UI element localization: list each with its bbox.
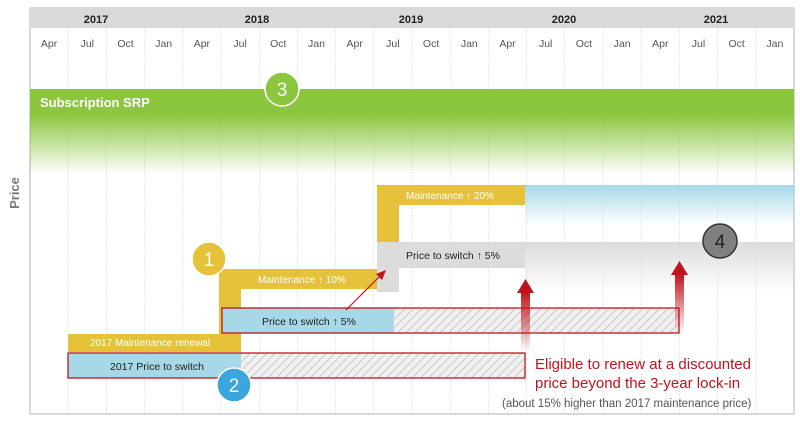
y-axis-label: Price [7,177,22,209]
month-label: Jul [692,38,705,50]
maintenance-20-label: Maintenance ↑ 20% [406,191,494,202]
month-label: Jan [155,38,172,50]
price-to-switch-2019-label: Price to switch ↑ 5% [406,250,500,262]
month-label: Jul [81,38,94,50]
month-label: Jan [614,38,631,50]
year-label: 2021 [704,14,728,26]
month-label: Apr [194,38,211,50]
renew-arrow-2-shaft [675,274,684,334]
year-label: 2020 [552,14,576,26]
subscription-srp-band [30,89,794,174]
year-label: 2019 [399,14,423,26]
marker-4-label: 4 [715,232,726,253]
maintenance-20-continuation [525,185,794,225]
diagonal-arrow-head [376,270,386,280]
callout-line-1: Eligible to renew at a discounted [535,356,751,373]
price-to-switch-2018-fill [222,308,394,333]
marker-2-label: 2 [229,376,240,397]
month-label: Apr [499,38,516,50]
marker-1-label: 1 [204,250,215,271]
month-label: Oct [729,38,745,50]
callout-note: (about 15% higher than 2017 maintenance … [502,398,752,410]
price-to-switch-2018-label: Price to switch ↑ 5% [262,316,356,328]
renew-arrow-2-head [671,261,688,275]
maintenance-10-bar [219,269,377,289]
month-label: Oct [423,38,439,50]
marker-2-circle [216,367,252,403]
month-label: Jul [539,38,552,50]
price-to-switch-continuation [525,242,794,292]
month-label: Jul [386,38,399,50]
year-label: 2017 [84,14,108,26]
marker-4-circle [702,223,738,259]
diagonal-arrow-line [345,272,384,311]
month-label: Oct [117,38,133,50]
month-labels: Apr Jul Oct Jan Apr Jul Oct Jan Apr Jul Oct Jan Apr J… [41,38,784,50]
renew-arrow-1-shaft [521,292,530,352]
marker-3-circle [264,71,300,107]
year-labels: 2017 2018 2019 2020 2021 [84,14,728,26]
year-header-bar [30,8,794,28]
marker-3-label: 3 [277,80,288,101]
marker-1-circle [191,241,227,277]
month-label: Jan [308,38,325,50]
maintenance-2017-label: 2017 Maintenance renewal [90,338,210,349]
price-to-switch-2017-fill [68,353,241,378]
maintenance-10-label: Maintenance ↑ 10% [258,275,346,286]
month-label: Apr [652,38,669,50]
subscription-srp-label: Subscription SRP [40,95,150,110]
year-label: 2018 [245,14,269,26]
month-label: Oct [576,38,592,50]
renew-arrow-1-head [517,279,534,293]
maintenance-20-bar [377,185,525,205]
price-to-switch-2019-box [377,242,525,268]
maintenance-2017-bar [68,334,241,352]
month-label: Jul [233,38,246,50]
month-label: Jan [766,38,783,50]
callout-line-2: price beyond the 3-year lock-in [535,375,740,392]
price-to-switch-2019-riser [377,268,399,292]
price-to-switch-2017-label: 2017 Price to switch [110,361,204,373]
month-label: Apr [41,38,58,50]
month-label: Jan [461,38,478,50]
month-label: Apr [347,38,364,50]
price-to-switch-2017-outline [67,352,526,379]
month-label: Oct [270,38,286,50]
